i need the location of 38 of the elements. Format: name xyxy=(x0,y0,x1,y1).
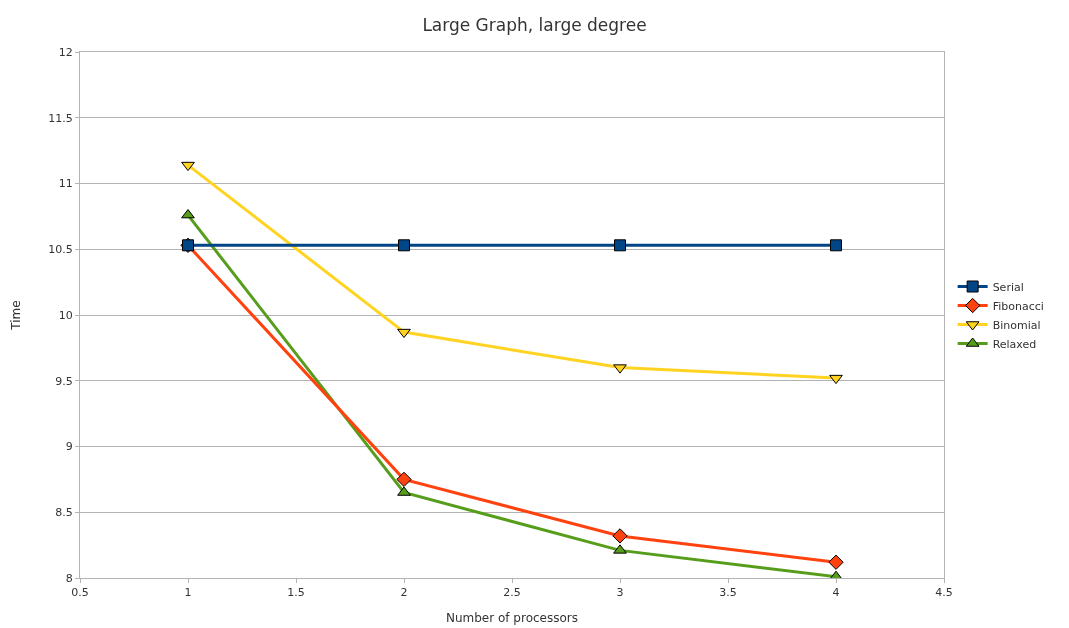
x-tick-label: 1 xyxy=(184,586,192,600)
point xyxy=(612,528,628,544)
legend-label: Binomial xyxy=(992,318,1041,332)
y-tick-label: 12 xyxy=(58,45,73,59)
y-tick-label: 9 xyxy=(65,440,73,454)
y-tick-label: 10.5 xyxy=(48,243,73,257)
legend-label: Relaxed xyxy=(992,337,1037,351)
point xyxy=(614,239,626,252)
point xyxy=(181,161,195,172)
point xyxy=(181,209,195,219)
y-axis-title: Time xyxy=(8,300,23,331)
x-axis-title: Number of processors xyxy=(445,611,579,626)
point xyxy=(830,239,842,252)
x-tick-label: 2 xyxy=(400,586,408,600)
y-tick-label: 10 xyxy=(58,308,73,322)
y-tick-label: 8.5 xyxy=(55,506,73,520)
x-tick-label: 3 xyxy=(616,586,624,600)
point xyxy=(397,328,411,339)
x-tick-label: 1.5 xyxy=(287,586,305,600)
point xyxy=(613,544,627,554)
point xyxy=(397,486,411,496)
point xyxy=(396,471,412,488)
x-tick-label: 0.5 xyxy=(71,586,89,600)
y-tick-label: 9.5 xyxy=(55,374,73,388)
point xyxy=(828,554,844,570)
legend-label: Serial xyxy=(992,280,1024,294)
point xyxy=(829,374,843,385)
legend-label: Fibonacci xyxy=(992,299,1044,313)
point xyxy=(613,364,627,374)
chart-title: Large Graph, large degree xyxy=(422,14,647,35)
x-tick-label: 4.5 xyxy=(935,586,953,600)
y-tick-label: 8 xyxy=(65,571,73,585)
y-tick-label: 11 xyxy=(58,177,73,191)
y-tick-label: 11.5 xyxy=(48,111,73,125)
x-tick-label: 2.5 xyxy=(503,586,521,600)
x-tick-label: 4 xyxy=(832,586,840,600)
x-tick-label: 3.5 xyxy=(719,586,737,600)
point xyxy=(398,239,410,252)
